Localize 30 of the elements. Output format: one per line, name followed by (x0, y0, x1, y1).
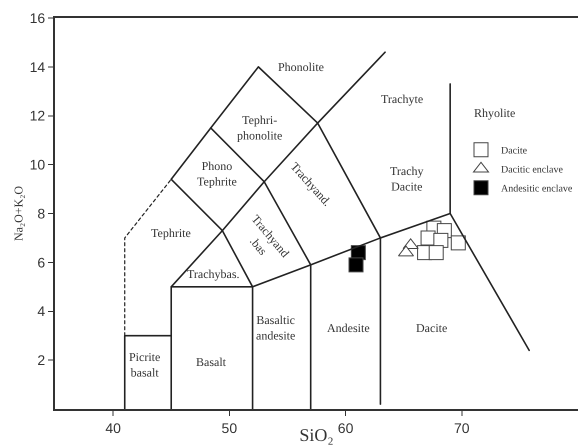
y-tick-label: 16 (30, 10, 46, 26)
annotation: Dacite (416, 321, 448, 335)
annotation: Phonolite (278, 60, 324, 74)
legend-label: Dacitic enclave (501, 164, 564, 176)
legend-label: Dacite (501, 146, 528, 157)
annotation: Tephrite (151, 226, 191, 240)
x-tick-label: 50 (222, 420, 238, 436)
annotation: Trachy Dacite (390, 164, 424, 194)
annotation: Andesite (327, 321, 370, 335)
y-tick-label: 2 (37, 352, 46, 368)
y-tick-label: 4 (37, 303, 46, 320)
x-tick-label: 40 (105, 420, 122, 436)
y-tick-label: 10 (30, 156, 46, 173)
y-tick-label: 12 (30, 108, 46, 124)
x-tick-label: 60 (338, 420, 354, 436)
y-axis-title: Na₂O+K₂O (11, 186, 26, 242)
annotation: Tephri- phonolite (237, 113, 282, 143)
y-tick-label: 6 (37, 254, 46, 270)
x-axis-title: SiO₂ (299, 425, 334, 445)
annotation: Phono Tephrite (197, 159, 237, 189)
annotation: Basalt (196, 355, 227, 369)
annotation: Picrite basalt (129, 350, 160, 380)
x-tick-label: 70 (454, 420, 470, 436)
legend-label: Andesitic enclave (501, 184, 573, 195)
y-tick-label: 14 (30, 58, 46, 75)
annotation: Trachyte (381, 92, 424, 106)
annotation: Trachybas. (187, 267, 240, 281)
annotation: Basaltic andesite (256, 313, 296, 343)
annotation: Rhyolite (474, 106, 516, 120)
y-tick-label: 8 (37, 205, 46, 222)
